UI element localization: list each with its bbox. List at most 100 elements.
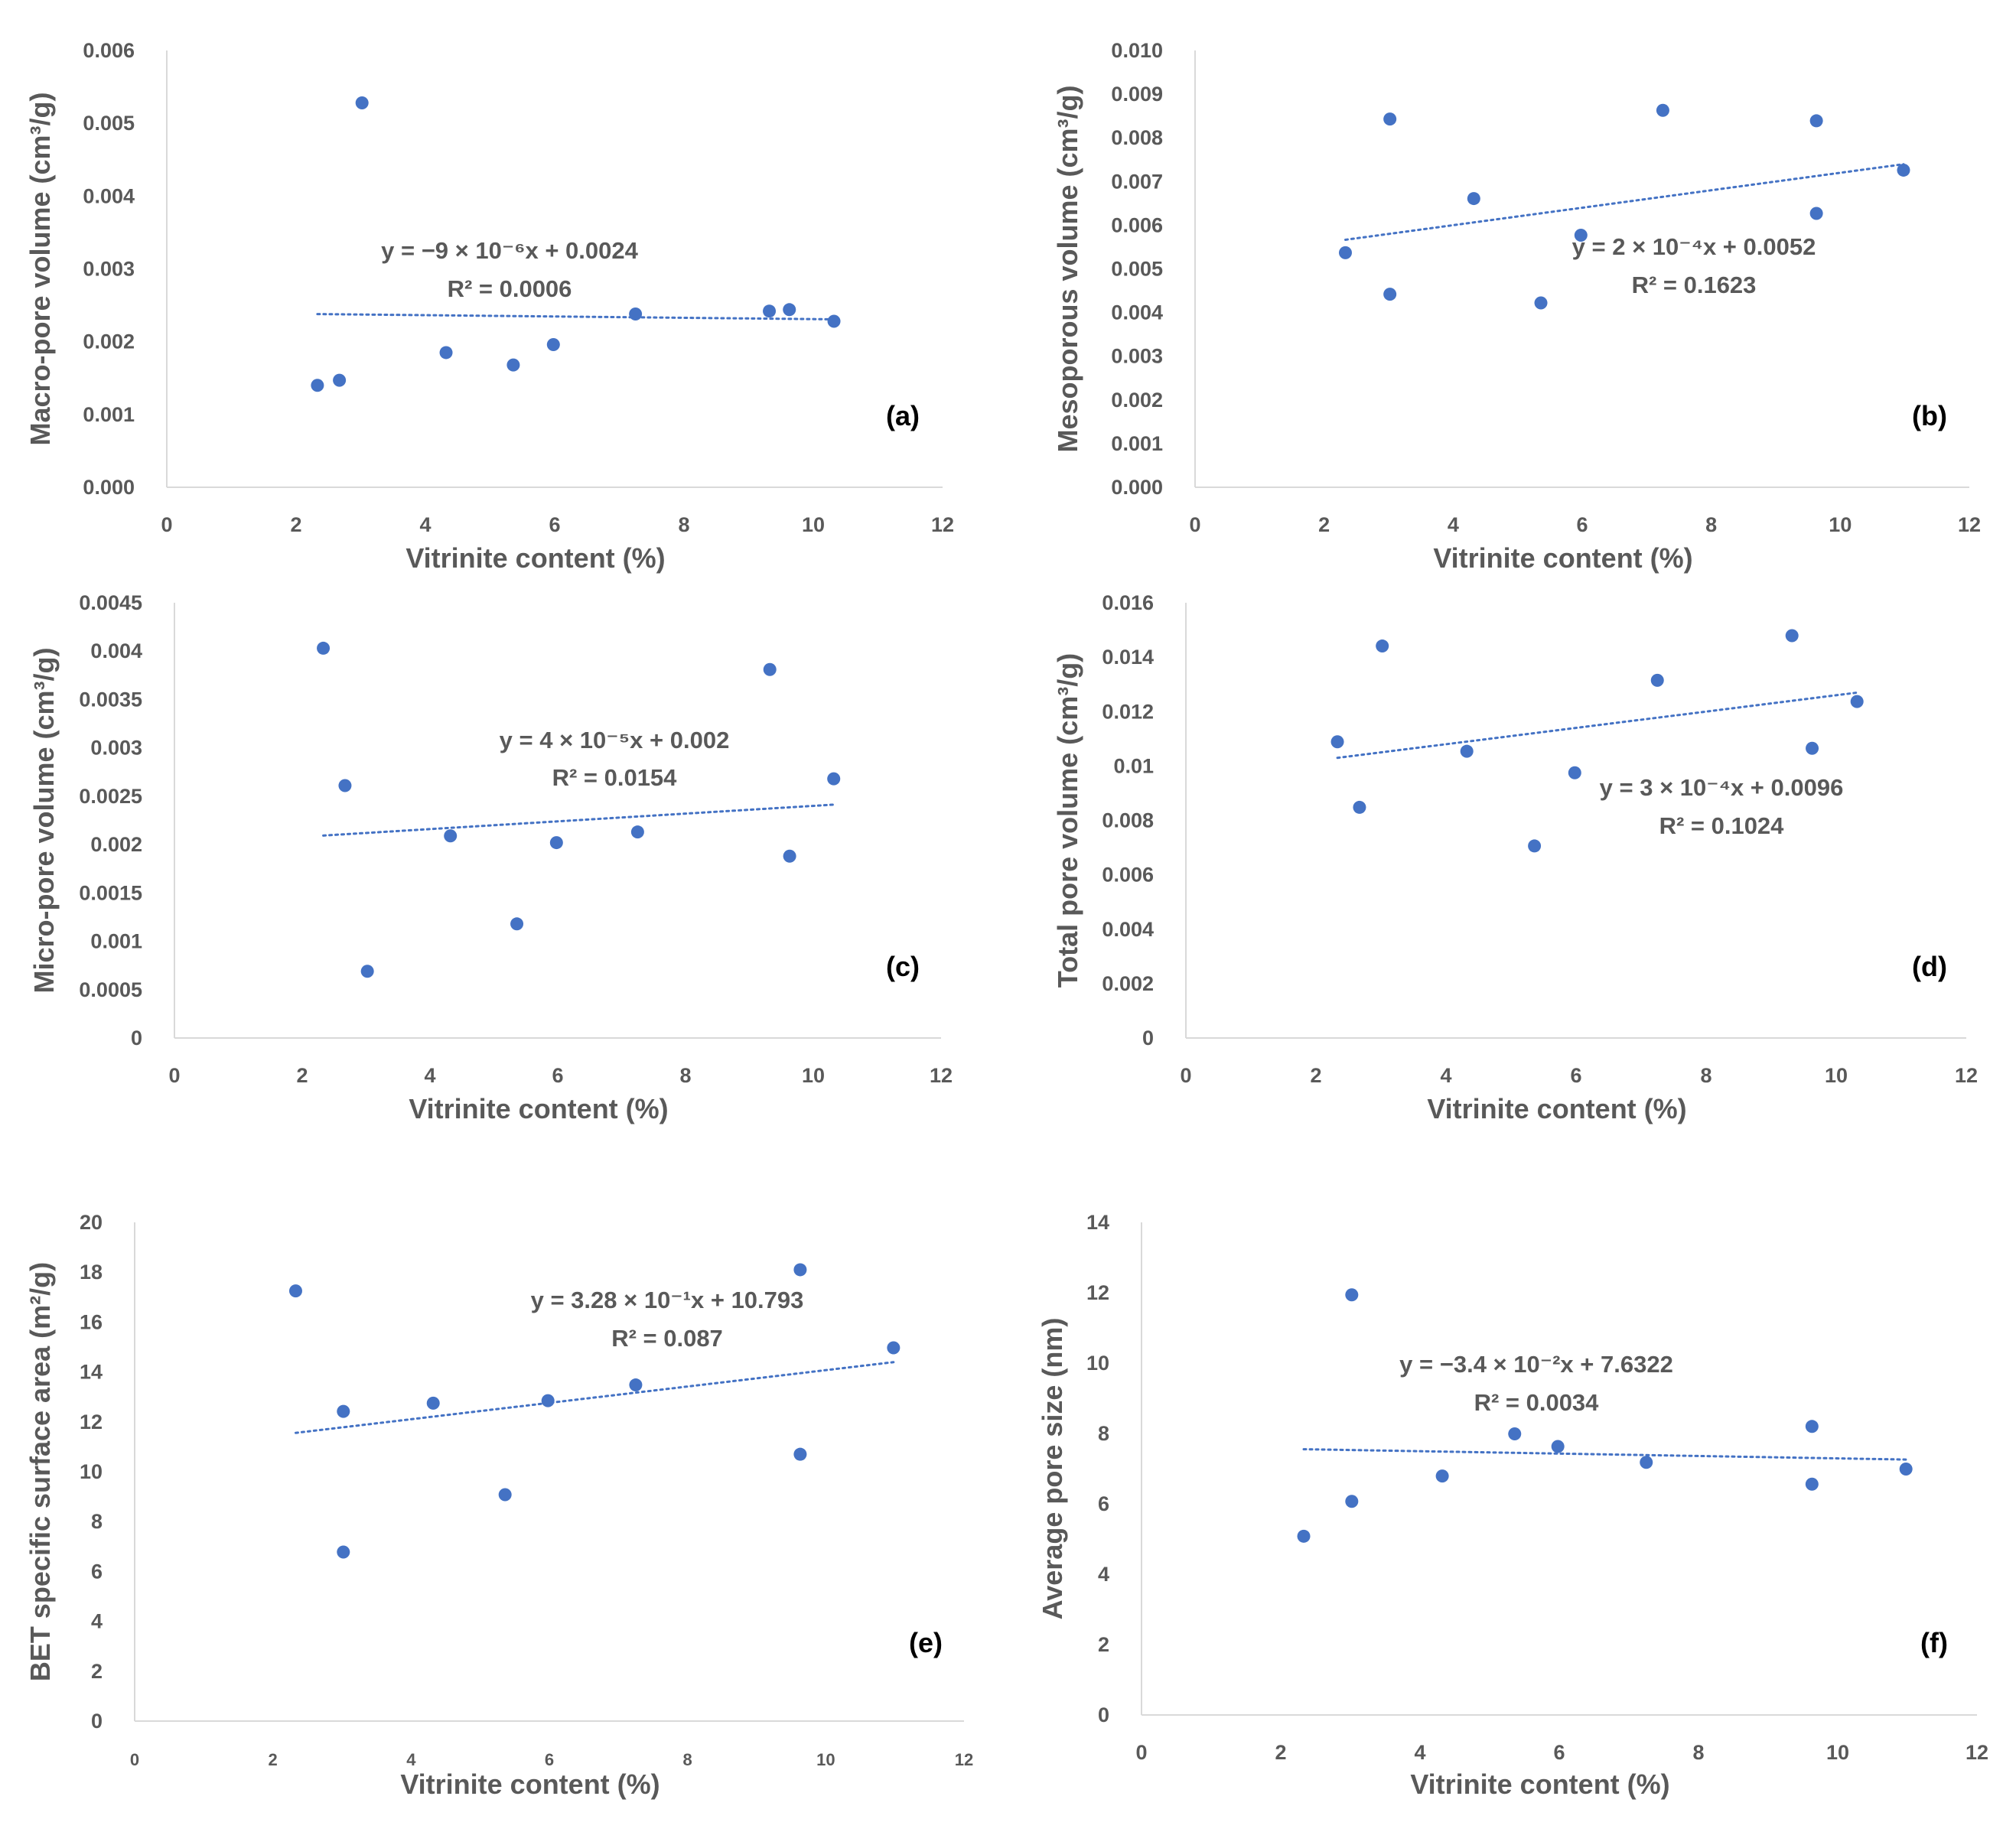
x-tick-label: 12 [1966,1741,1988,1764]
y-tick-label: 18 [80,1261,103,1284]
data-point [360,965,374,978]
data-point [333,373,347,387]
y-tick-label: 0.003 [83,258,135,281]
r-squared: R² = 0.0034 [1474,1389,1600,1416]
data-point [317,641,331,655]
data-point [355,96,369,110]
y-tick-label: 6 [91,1560,103,1583]
x-tick-label: 0 [1189,513,1200,536]
trendline [1336,691,1858,760]
panel-f: 0 2 4 6 8 10 12 14 0 2 4 6 8 10 12 Vitrinite content (%… [1037,1211,1988,1800]
data-point [827,772,841,786]
panel-b: 0.000 0.001 0.002 0.003 0.004 0.005 0.006 0.007… [1052,39,1981,574]
data-point [1785,629,1799,643]
y-tick-label: 2 [91,1660,103,1683]
panel-label: (c) [886,951,920,982]
data-point [1297,1529,1311,1543]
trend-equation: y = −3.4 × 10⁻²x + 7.6322 [1399,1351,1673,1378]
trend-equation: y = 4 × 10⁻⁵x + 0.002 [500,727,730,753]
x-tick-label: 12 [1958,513,1981,536]
x-tick-label: 4 [419,513,431,536]
y-tick-label: 0.004 [83,184,135,207]
x-tick-label: 6 [1553,1741,1565,1764]
y-axis-title: Macro-pore volume (cm³/g) [24,92,56,445]
y-tick-label: 0.010 [1111,39,1163,62]
y-tick-label: 0.005 [1111,258,1163,281]
y-tick-label: 0 [1142,1027,1154,1049]
x-tick-label: 6 [549,513,560,536]
y-tick-label: 0.014 [1102,646,1154,669]
y-tick-label: 0.0045 [79,591,142,614]
data-point [630,825,644,839]
y-tick-label: 0.004 [90,639,142,662]
x-tick-label: 12 [955,1750,973,1769]
y-tick-label: 0.001 [83,403,135,426]
y-tick-label: 4 [91,1610,103,1633]
data-point [1534,296,1548,310]
data-point [1353,800,1366,814]
y-tick-label: 0 [1098,1703,1109,1726]
data-point [1568,766,1581,779]
y-axis-title: Total pore volume (cm³/g) [1052,653,1083,988]
data-point [1805,1420,1819,1433]
data-point [546,337,560,351]
x-tick-label: 8 [1692,1741,1704,1764]
panel-c: 0 0.0005 0.001 0.0015 0.002 0.0025 0.003 0.0035… [28,591,953,1124]
data-point [506,358,520,372]
y-tick-label: 12 [80,1411,103,1433]
data-point [1809,207,1823,220]
x-tick-label: 10 [802,1064,825,1087]
data-point [288,1284,302,1298]
y-tick-label: 0.0015 [79,881,142,904]
data-point [1809,114,1823,128]
x-tick-label: 8 [683,1750,692,1769]
y-tick-label: 0.007 [1111,170,1163,193]
data-point [629,308,643,321]
data-point [1460,744,1474,758]
data-point [1338,246,1352,259]
y-tick-label: 0.006 [1102,864,1154,887]
y-tick-label: 14 [1086,1211,1109,1234]
y-tick-label: 0.008 [1102,809,1154,832]
y-tick-label: 2 [1098,1633,1109,1656]
x-tick-label: 12 [1955,1064,1978,1087]
data-point [1330,735,1344,749]
x-tick-label: 10 [1829,513,1852,536]
x-tick-label: 0 [1135,1741,1147,1764]
trend-equation: y = 3.28 × 10⁻¹x + 10.793 [531,1287,804,1313]
y-tick-label: 0.003 [90,737,142,760]
r-squared: R² = 0.087 [611,1325,723,1352]
y-tick-label: 0.004 [1111,301,1163,324]
r-squared: R² = 0.1623 [1632,272,1757,298]
data-point [510,917,524,931]
y-tick-label: 0.008 [1111,126,1163,149]
x-tick-label: 6 [552,1064,563,1087]
panel-label: (d) [1912,951,1947,982]
data-point [1897,163,1910,177]
data-point [1508,1427,1522,1440]
panel-label: (b) [1912,400,1947,431]
data-point [338,779,352,792]
x-tick-label: 8 [679,1064,691,1087]
x-tick-label: 4 [1448,513,1459,536]
x-tick-label: 4 [1440,1064,1451,1087]
panel-label: (f) [1920,1627,1948,1658]
data-point [1850,695,1864,708]
y-tick-label: 6 [1098,1492,1109,1515]
data-point [763,304,777,318]
x-axis-title: Vitrinite content (%) [1427,1093,1686,1124]
y-tick-label: 0.01 [1113,754,1154,777]
y-tick-label: 0.009 [1111,83,1163,106]
y-axis-title: Micro-pore volume (cm³/g) [28,647,60,993]
y-tick-label: 0 [131,1027,142,1049]
data-point [426,1396,440,1410]
panel-a: 0.000 0.001 0.002 0.003 0.004 0.005 0.006 0 2 4 6 8… [24,39,954,574]
r-squared: R² = 0.0154 [552,764,678,791]
data-point [783,303,796,317]
x-tick-label: 4 [424,1064,435,1087]
trend-equation: y = −9 × 10⁻⁶x + 0.0024 [381,237,639,264]
data-point [311,379,324,392]
data-point [549,836,563,850]
y-tick-label: 0.006 [83,39,135,62]
y-tick-label: 0.005 [83,112,135,135]
